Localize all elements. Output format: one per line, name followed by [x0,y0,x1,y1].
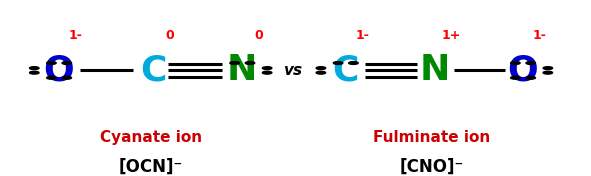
Circle shape [47,76,56,79]
Circle shape [543,71,553,74]
Circle shape [245,62,255,64]
Circle shape [30,71,39,74]
Circle shape [30,67,39,70]
Text: 0: 0 [166,29,174,42]
Circle shape [262,71,272,74]
Text: O: O [44,53,74,87]
Circle shape [526,62,535,64]
Text: 1+: 1+ [441,29,460,42]
Circle shape [62,62,72,64]
Circle shape [316,71,326,74]
Text: 1-: 1- [532,29,547,42]
Text: 0: 0 [255,29,263,42]
Text: Cyanate ion: Cyanate ion [100,130,202,145]
Circle shape [511,76,520,79]
Circle shape [349,62,358,64]
Circle shape [230,62,239,64]
Text: Fulminate ion: Fulminate ion [373,130,490,145]
Circle shape [526,76,535,79]
Circle shape [543,67,553,70]
Circle shape [316,67,326,70]
Text: C: C [333,53,359,87]
Text: C: C [141,53,167,87]
Circle shape [511,62,520,64]
Circle shape [262,67,272,70]
Text: 1-: 1- [355,29,369,42]
Text: [OCN]⁻: [OCN]⁻ [119,158,183,176]
Text: [CNO]⁻: [CNO]⁻ [400,158,463,176]
Text: 1-: 1- [69,29,83,42]
Text: vs: vs [283,63,302,78]
Text: N: N [419,53,450,87]
Circle shape [62,76,72,79]
Circle shape [47,62,56,64]
Circle shape [333,62,343,64]
Text: N: N [227,53,258,87]
Text: O: O [508,53,538,87]
